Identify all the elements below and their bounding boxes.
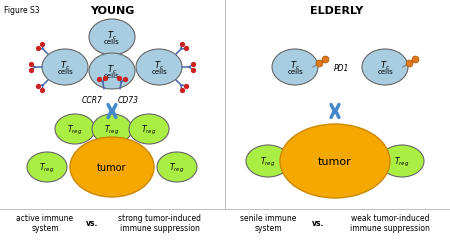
Text: cells: cells [104, 73, 120, 79]
Text: $T_c$: $T_c$ [380, 59, 390, 72]
Text: $T_{reg}$: $T_{reg}$ [169, 161, 184, 174]
Text: $T_c$: $T_c$ [107, 64, 117, 76]
Text: CCR7: CCR7 [81, 96, 103, 105]
Text: $T_{reg}$: $T_{reg}$ [141, 123, 157, 136]
Text: CD73: CD73 [117, 96, 139, 105]
Ellipse shape [272, 50, 318, 86]
Text: PD1: PD1 [333, 63, 349, 72]
Text: $T_c$: $T_c$ [107, 30, 117, 42]
Text: $T_c$: $T_c$ [60, 59, 70, 72]
Ellipse shape [129, 115, 169, 144]
Text: strong tumor-induced
immune suppression: strong tumor-induced immune suppression [118, 213, 202, 233]
Ellipse shape [280, 124, 390, 198]
Text: $T_{reg}$: $T_{reg}$ [261, 155, 276, 168]
Ellipse shape [380, 145, 424, 177]
Text: YOUNG: YOUNG [90, 6, 134, 16]
Ellipse shape [246, 145, 290, 177]
Ellipse shape [27, 152, 67, 182]
Ellipse shape [42, 50, 88, 86]
Text: $T_c$: $T_c$ [154, 59, 164, 72]
Text: tumor: tumor [97, 162, 127, 172]
Ellipse shape [362, 50, 408, 86]
Text: $T_{reg}$: $T_{reg}$ [104, 123, 120, 136]
Text: $T_{reg}$: $T_{reg}$ [394, 155, 410, 168]
Text: vs.: vs. [86, 218, 98, 227]
Text: ELDERLY: ELDERLY [310, 6, 364, 16]
Text: cells: cells [377, 69, 393, 75]
Text: cells: cells [104, 39, 120, 45]
Text: tumor: tumor [318, 156, 352, 166]
Ellipse shape [89, 20, 135, 56]
Ellipse shape [70, 137, 154, 197]
Text: cells: cells [287, 69, 303, 75]
Ellipse shape [55, 115, 95, 144]
Text: $T_{reg}$: $T_{reg}$ [68, 123, 83, 136]
Text: Figure S3: Figure S3 [4, 6, 40, 15]
Text: cells: cells [57, 69, 73, 75]
Text: $T_{reg}$: $T_{reg}$ [39, 161, 54, 174]
Ellipse shape [136, 50, 182, 86]
Text: weak tumor-induced
immune suppression: weak tumor-induced immune suppression [350, 213, 430, 233]
Ellipse shape [157, 152, 197, 182]
Ellipse shape [92, 115, 132, 144]
Text: vs.: vs. [312, 218, 324, 227]
Text: active immune
system: active immune system [17, 213, 73, 233]
Text: senile immune
system: senile immune system [240, 213, 296, 233]
Text: $T_c$: $T_c$ [290, 59, 300, 72]
Ellipse shape [89, 54, 135, 90]
Text: cells: cells [151, 69, 167, 75]
